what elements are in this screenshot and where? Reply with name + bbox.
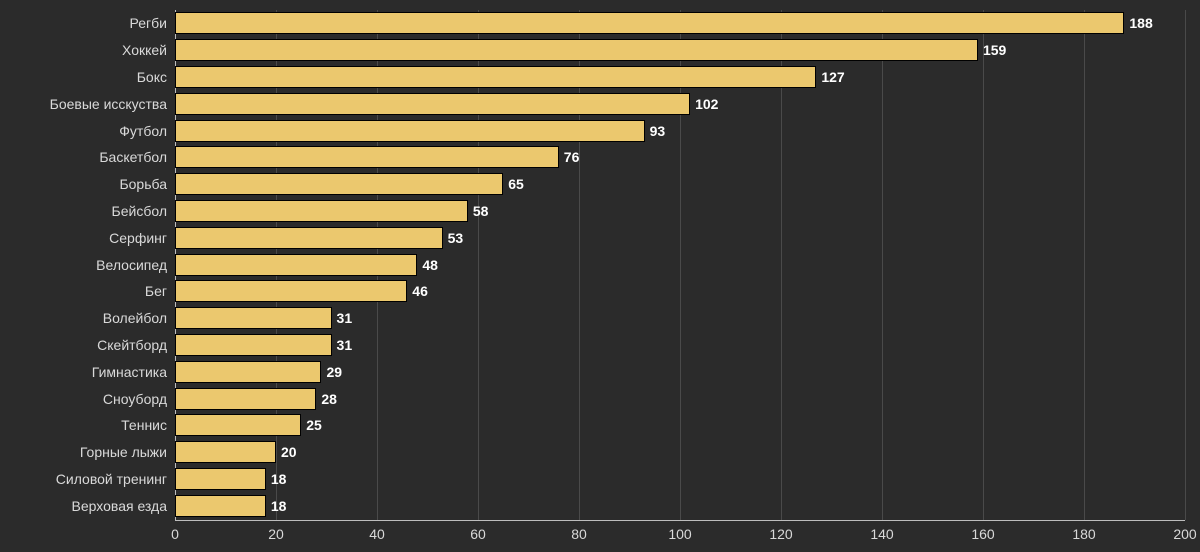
bar: [175, 388, 316, 410]
bar-value-label: 58: [473, 203, 489, 219]
bar-row: Бег46: [175, 280, 1185, 302]
category-label: Сноуборд: [103, 391, 175, 407]
category-label: Бег: [145, 283, 175, 299]
bar-row: Футбол93: [175, 120, 1185, 142]
bar: [175, 414, 301, 436]
bar-row: Бейсбол58: [175, 200, 1185, 222]
category-label: Скейтборд: [97, 337, 175, 353]
category-label: Боевые исскуства: [50, 96, 175, 112]
bar-value-label: 53: [448, 230, 464, 246]
bar: [175, 200, 468, 222]
x-tick-label: 80: [571, 520, 587, 542]
bar: [175, 93, 690, 115]
category-label: Регби: [130, 15, 175, 31]
bar-value-label: 188: [1129, 15, 1152, 31]
category-label: Горные лыжи: [80, 444, 175, 460]
category-label: Бейсбол: [112, 203, 175, 219]
bar-value-label: 48: [422, 257, 438, 273]
category-label: Верховая езда: [72, 498, 175, 514]
plot-area: 020406080100120140160180200Регби188Хокке…: [175, 10, 1185, 520]
bar: [175, 468, 266, 490]
bar-row: Сноуборд28: [175, 388, 1185, 410]
bar-row: Гимнастика29: [175, 361, 1185, 383]
bar-value-label: 31: [337, 337, 353, 353]
x-tick-label: 40: [369, 520, 385, 542]
bar: [175, 254, 417, 276]
bar-row: Боевые исскуства102: [175, 93, 1185, 115]
bar-row: Силовой тренинг18: [175, 468, 1185, 490]
bar-row: Велосипед48: [175, 254, 1185, 276]
x-tick-label: 140: [870, 520, 893, 542]
gridline: [1185, 10, 1186, 520]
bar-value-label: 76: [564, 149, 580, 165]
category-label: Баскетбол: [99, 149, 175, 165]
x-tick-label: 100: [668, 520, 691, 542]
bar: [175, 280, 407, 302]
bar: [175, 361, 321, 383]
bar: [175, 146, 559, 168]
x-tick-label: 160: [971, 520, 994, 542]
bar-row: Баскетбол76: [175, 146, 1185, 168]
x-tick-label: 180: [1072, 520, 1095, 542]
horizontal-bar-chart: 020406080100120140160180200Регби188Хокке…: [0, 0, 1200, 552]
category-label: Силовой тренинг: [56, 471, 175, 487]
category-label: Гимнастика: [92, 364, 175, 380]
bar-value-label: 25: [306, 417, 322, 433]
bar: [175, 307, 332, 329]
bar-value-label: 102: [695, 96, 718, 112]
bar: [175, 227, 443, 249]
bar-value-label: 65: [508, 176, 524, 192]
bar-row: Волейбол31: [175, 307, 1185, 329]
bar-value-label: 46: [412, 283, 428, 299]
bar-row: Верховая езда18: [175, 495, 1185, 517]
x-axis: [175, 520, 1185, 521]
bar-value-label: 159: [983, 42, 1006, 58]
category-label: Футбол: [119, 123, 175, 139]
bar: [175, 495, 266, 517]
bar-row: Бокс127: [175, 66, 1185, 88]
bar-row: Хоккей159: [175, 39, 1185, 61]
bar: [175, 12, 1124, 34]
bar-value-label: 18: [271, 471, 287, 487]
x-tick-label: 20: [268, 520, 284, 542]
bar: [175, 334, 332, 356]
category-label: Теннис: [121, 417, 175, 433]
category-label: Волейбол: [103, 310, 175, 326]
bar-row: Серфинг53: [175, 227, 1185, 249]
category-label: Велосипед: [96, 257, 175, 273]
category-label: Хоккей: [122, 42, 175, 58]
bar-value-label: 127: [821, 69, 844, 85]
bar-row: Скейтборд31: [175, 334, 1185, 356]
bar: [175, 441, 276, 463]
bar-value-label: 31: [337, 310, 353, 326]
bar-value-label: 93: [650, 123, 666, 139]
bar: [175, 39, 978, 61]
bar-row: Борьба65: [175, 173, 1185, 195]
bar: [175, 173, 503, 195]
bar-value-label: 28: [321, 391, 337, 407]
bar: [175, 120, 645, 142]
bar-row: Теннис25: [175, 414, 1185, 436]
category-label: Борьба: [119, 176, 175, 192]
x-tick-label: 200: [1173, 520, 1196, 542]
bar-value-label: 20: [281, 444, 297, 460]
x-tick-label: 60: [470, 520, 486, 542]
bar-value-label: 29: [326, 364, 342, 380]
x-tick-label: 0: [171, 520, 179, 542]
bar-row: Регби188: [175, 12, 1185, 34]
bar-value-label: 18: [271, 498, 287, 514]
bar: [175, 66, 816, 88]
category-label: Серфинг: [109, 230, 175, 246]
x-tick-label: 120: [769, 520, 792, 542]
category-label: Бокс: [137, 69, 175, 85]
bar-row: Горные лыжи20: [175, 441, 1185, 463]
